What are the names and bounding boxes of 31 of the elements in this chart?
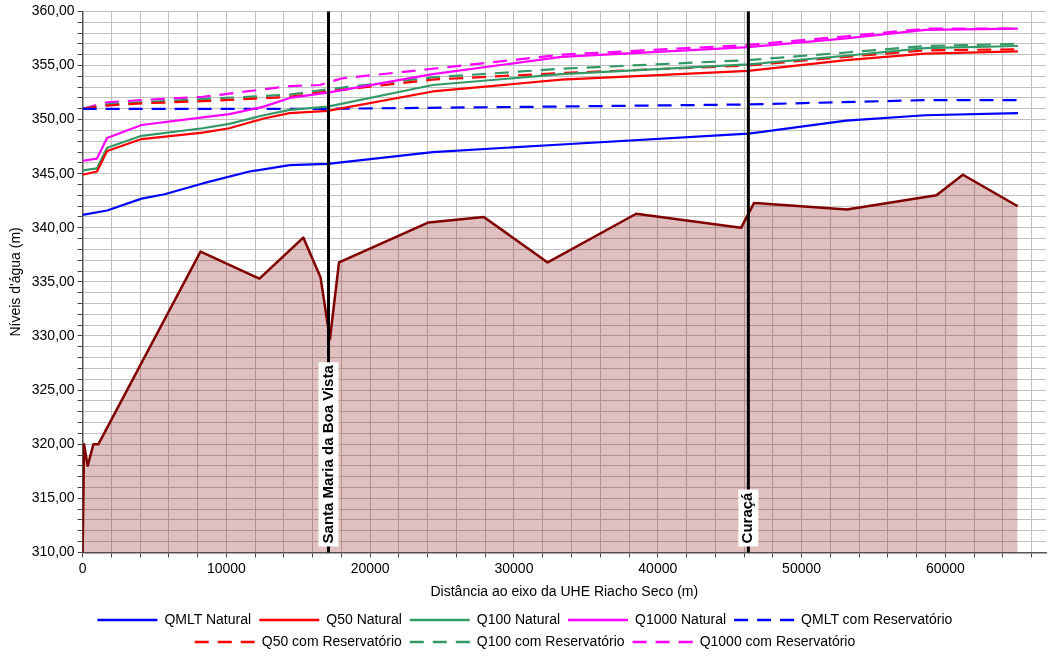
ref-line-label: Santa Maria da Boa Vista [318,364,336,544]
legend-label: Q1000 Natural [635,610,727,627]
line-series [82,99,1020,110]
x-tick-label: 50000 [782,559,822,576]
y-tick-label: 345,00 [31,164,75,181]
legend-label: Q100 Natural [476,610,561,627]
y-tick-label: 320,00 [31,435,75,452]
y-tick-label: 360,00 [31,2,75,19]
x-tick-label: 0 [78,559,87,576]
y-tick-label: 355,00 [31,56,75,73]
legend-label: QMLT com Reservatório [801,610,953,627]
x-tick-label: 20000 [350,559,390,576]
y-tick-label: 325,00 [31,380,75,397]
y-axis-title: Níveis d'água (m) [7,227,24,337]
legend-label: Q100 com Reservatório [476,632,625,649]
ref-line-label: Curaçá [738,491,756,544]
x-tick-label: 40000 [638,559,678,576]
y-tick-label: 330,00 [31,326,75,343]
legend-label: Q50 Natural [326,610,402,627]
y-tick-label: 350,00 [31,110,75,127]
y-tick-label: 310,00 [31,543,75,560]
legend-label: Q50 com Reservatório [261,632,403,649]
x-tick-label: 60000 [925,559,966,576]
x-tick-label: 10000 [206,559,247,576]
y-tick-label: 335,00 [31,272,75,289]
y-tick-label: 315,00 [31,489,75,506]
legend-label: Q1000 com Reservatório [699,632,856,649]
legend-label: QMLT Natural [164,610,252,627]
y-tick-label: 340,00 [31,218,75,235]
x-axis-title: Distância ao eixo da UHE Riacho Seco (m) [430,583,699,600]
x-tick-label: 30000 [494,559,534,576]
